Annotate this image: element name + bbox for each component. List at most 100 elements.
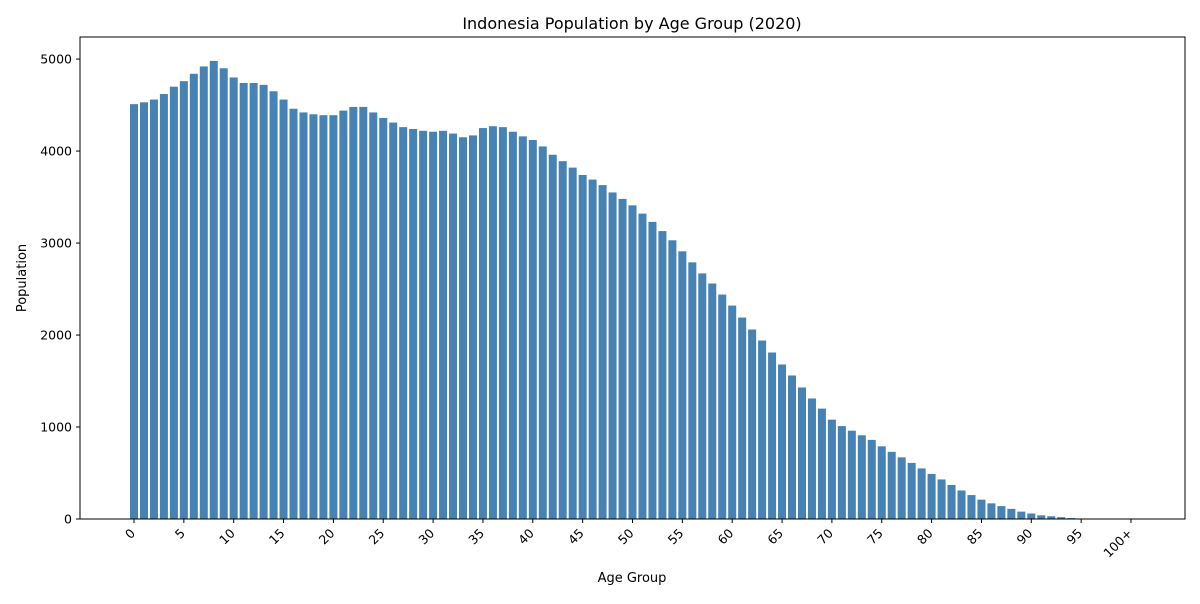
bar-35 [479,128,487,519]
bar-7 [200,66,208,519]
bar-49 [619,199,627,519]
bar-82 [948,485,956,519]
bar-5 [180,81,188,519]
bar-17 [299,112,307,519]
bar-60 [728,306,736,519]
bar-50 [629,205,637,519]
bar-19 [319,115,327,519]
bar-38 [509,132,517,519]
bar-85 [977,500,985,519]
bar-22 [349,107,357,519]
bar-61 [738,318,746,519]
bar-46 [589,180,597,519]
bar-62 [748,330,756,519]
x-tick-label: 100+ [1100,526,1135,561]
x-tick-label: 20 [316,525,338,547]
bar-53 [658,231,666,519]
bar-3 [160,94,168,519]
bar-63 [758,341,766,519]
x-tick-label: 55 [665,526,687,548]
x-tick-label: 0 [122,525,138,541]
x-tick-label: 35 [465,526,487,548]
bar-77 [898,457,906,519]
bar-79 [918,468,926,519]
x-tick-label: 15 [266,526,288,548]
bar-0 [130,104,138,519]
x-tick-label: 5 [172,526,188,542]
bar-70 [828,420,836,519]
bar-27 [399,127,407,519]
x-tick-label: 80 [914,525,936,547]
x-tick-label: 45 [565,526,587,548]
y-tick-label: 1000 [40,420,72,435]
bar-13 [260,85,268,519]
bar-83 [958,490,966,519]
bar-66 [788,376,796,520]
bar-69 [818,409,826,519]
bar-89 [1017,512,1025,519]
bar-40 [529,140,537,519]
bar-10 [230,77,238,519]
bar-34 [469,135,477,519]
bar-44 [569,168,577,519]
bar-33 [459,137,467,519]
y-tick-label: 4000 [40,144,72,159]
bar-84 [967,495,975,519]
bar-52 [648,222,656,519]
bar-14 [270,91,278,519]
bar-58 [708,284,716,519]
bar-47 [599,185,607,519]
bar-57 [698,273,706,519]
bar-88 [1007,509,1015,519]
bar-64 [768,353,776,519]
x-tick-label: 75 [864,526,886,548]
bar-6 [190,74,198,519]
bar-73 [858,435,866,519]
bar-20 [329,115,337,519]
bar-11 [240,83,248,519]
bar-15 [280,100,288,519]
bar-55 [678,251,686,519]
bar-80 [928,474,936,519]
x-tick-label: 90 [1014,525,1036,547]
bar-30 [429,132,437,519]
x-tick-label: 65 [764,526,786,548]
bar-16 [290,109,298,519]
bar-28 [409,129,417,519]
bar-56 [688,262,696,519]
bar-29 [419,131,427,519]
bar-39 [519,136,527,519]
bar-65 [778,364,786,519]
bar-45 [579,175,587,519]
x-tick-label: 50 [615,525,637,547]
y-tick-label: 3000 [40,236,72,251]
bar-18 [309,114,317,519]
bar-68 [808,399,816,520]
bar-90 [1027,513,1035,519]
x-tick-label: 10 [216,525,238,547]
bar-67 [798,387,806,519]
bar-25 [379,118,387,519]
bar-43 [559,161,567,519]
y-tick-label: 0 [64,512,72,527]
bar-74 [868,440,876,519]
bar-42 [549,155,557,519]
bar-36 [489,126,497,519]
bar-9 [220,68,228,519]
bar-4 [170,87,178,519]
bar-51 [638,214,646,519]
bar-81 [938,479,946,519]
bar-26 [389,123,397,519]
y-tick-label: 5000 [40,52,72,67]
bar-48 [609,192,617,519]
bar-12 [250,83,258,519]
bar-59 [718,295,726,519]
bar-1 [140,102,148,519]
bar-71 [838,426,846,519]
bar-37 [499,127,507,519]
bar-78 [908,463,916,519]
bar-86 [987,503,995,519]
